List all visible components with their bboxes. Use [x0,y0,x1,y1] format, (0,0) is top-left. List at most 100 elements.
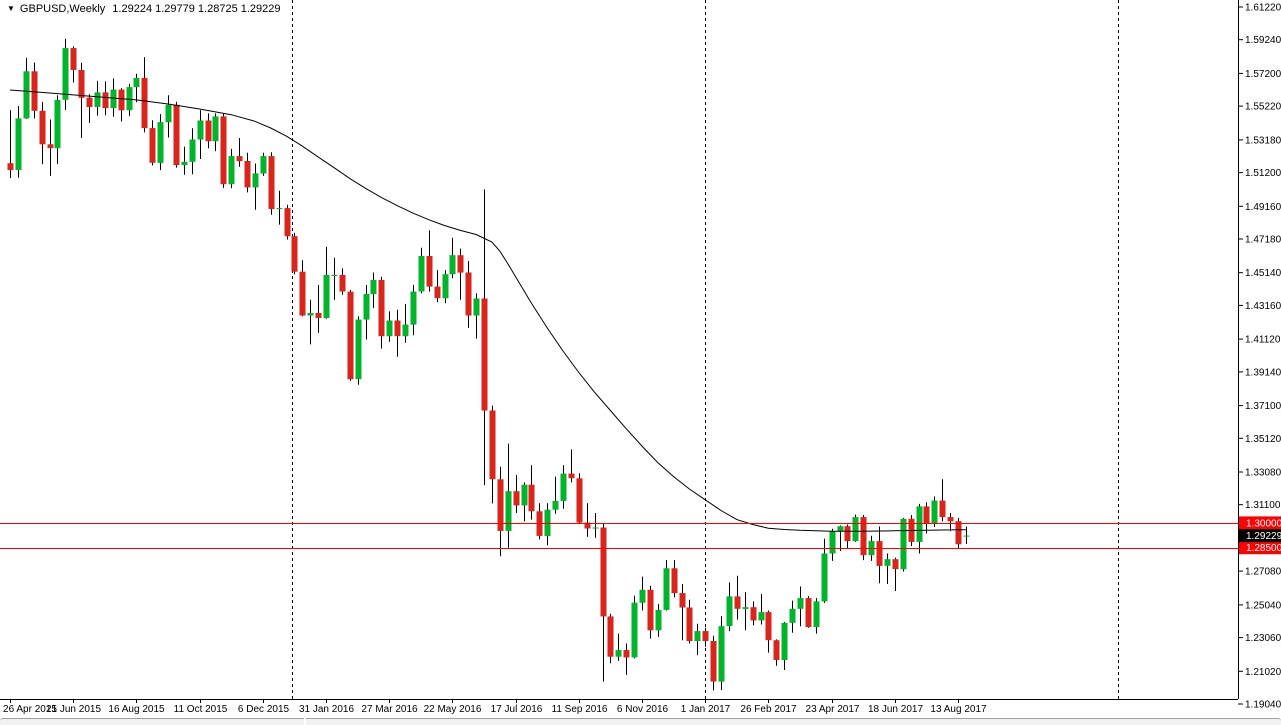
bull-candle-body [726,596,733,627]
bear-candle-body [141,77,148,129]
bull-candle-body [276,208,283,210]
svg-text:1.30000: 1.30000 [1246,518,1281,529]
bull-candle-body [189,139,196,162]
date-axis-label: 22 May 2016 [424,704,482,715]
bull-candle-body [94,92,101,107]
price-axis-label: 1.53180 [1245,135,1281,146]
bull-candle-body [110,89,117,109]
bear-candle-body [205,120,212,142]
bear-candle-body [481,298,488,411]
bull-candle-body [560,473,567,501]
bear-candle-body [457,255,464,273]
date-axis-label: 26 Feb 2017 [740,704,797,715]
bear-candle-body [284,208,291,237]
bull-candle-body [552,500,559,510]
horizontal-price-lines[interactable] [0,523,1238,549]
bull-candle-body [449,255,456,275]
bull-candle-body [212,116,219,142]
bear-candle-body [339,275,346,292]
bull-candle-body [837,526,844,532]
price-axis-label: 1.23060 [1245,633,1281,644]
price-axis-label: 1.51200 [1245,168,1281,179]
bear-candle-body [686,607,693,641]
bull-candle-body [260,156,267,174]
bull-candle-body [363,294,370,320]
bear-candle-body [47,144,54,149]
bull-candle-body [323,275,330,318]
bull-candle-body [789,608,796,623]
price-axis-label: 1.35120 [1245,434,1281,445]
bull-candle-body [813,601,820,627]
chart-symbol-timeframe: GBPUSD,Weekly [19,3,106,15]
bull-candle-body [157,122,164,163]
bull-candle-body [165,104,172,123]
bottom-panel-divider [304,718,306,725]
bear-candle-body [647,589,654,631]
bear-candle-body [923,506,930,524]
price-axis-label: 1.31100 [1245,500,1281,511]
bull-candle-body [54,99,61,149]
date-axis-label: 23 Apr 2017 [806,704,860,715]
year-separator-lines [292,0,1119,699]
bear-candle-body [244,161,251,188]
bear-candle-body [291,236,298,272]
bull-candle-body [655,610,662,631]
price-axis-label: 1.33080 [1245,468,1281,479]
bull-candle-body [663,568,670,610]
bull-candle-body [916,506,923,542]
bear-candle-body [528,484,535,512]
price-axis-label: 1.21020 [1245,667,1281,678]
bull-candle-body [228,156,235,185]
bear-candle-body [860,517,867,556]
date-axis-label: 27 Mar 2016 [361,704,418,715]
bear-candle-body [86,97,93,107]
bear-candle-body [236,156,243,162]
bull-candle-body [615,650,622,657]
price-axis-label: 1.43160 [1245,301,1281,312]
bear-candle-body [497,479,504,531]
bear-candle-body [434,286,441,299]
bull-candle-body [797,598,804,609]
bear-candle-body [671,568,678,594]
bear-candle-body [315,313,322,318]
bull-candle-body [781,622,788,661]
bear-candle-body [805,598,812,627]
bear-candle-body [299,271,306,316]
bear-candle-body [734,596,741,609]
bull-candle-body [931,500,938,524]
price-axis-label: 1.45140 [1245,268,1281,279]
date-axis-label: 11 Oct 2015 [174,704,228,715]
bear-candle-body [710,641,717,682]
date-axis-label: 26 Apr 2015 [3,704,57,715]
bear-candle-body [149,128,156,163]
bull-candle-body [418,256,425,292]
price-axis-label: 1.55220 [1245,102,1281,113]
bear-candle-body [220,116,227,185]
date-axis-label: 16 Aug 2015 [108,704,165,715]
bear-candle-body [513,491,520,506]
line-price-box: 1.28500 [1239,541,1281,555]
price-axis-label: 1.49160 [1245,202,1281,213]
line-price-box: 1.30000 [1239,516,1281,530]
bear-candle-body [773,640,780,660]
bull-candle-body [355,319,362,380]
price-axis-label: 1.39140 [1245,367,1281,378]
bear-candle-body [607,616,614,657]
price-axis-label: 1.27080 [1245,567,1281,578]
price-axis-label: 1.59240 [1245,35,1281,46]
bull-candle-body [521,484,528,506]
bear-candle-body [568,473,575,479]
moving-average-line[interactable] [9,89,966,532]
chart-ohlc-values: 1.29224 1.29779 1.28725 1.29229 [112,3,281,15]
bear-candle-body [465,272,472,316]
bull-candle-body [829,531,836,554]
bull-candle-body [758,612,765,621]
bull-candle-body [126,87,133,111]
price-axis[interactable]: 1.61220 1.59240 1.57200 1.55220 1.53180 1.512… [1238,0,1281,711]
date-axis-label: 13 Aug 2017 [930,704,987,715]
bear-candle-body [7,163,14,171]
bull-candle-body [23,71,30,119]
